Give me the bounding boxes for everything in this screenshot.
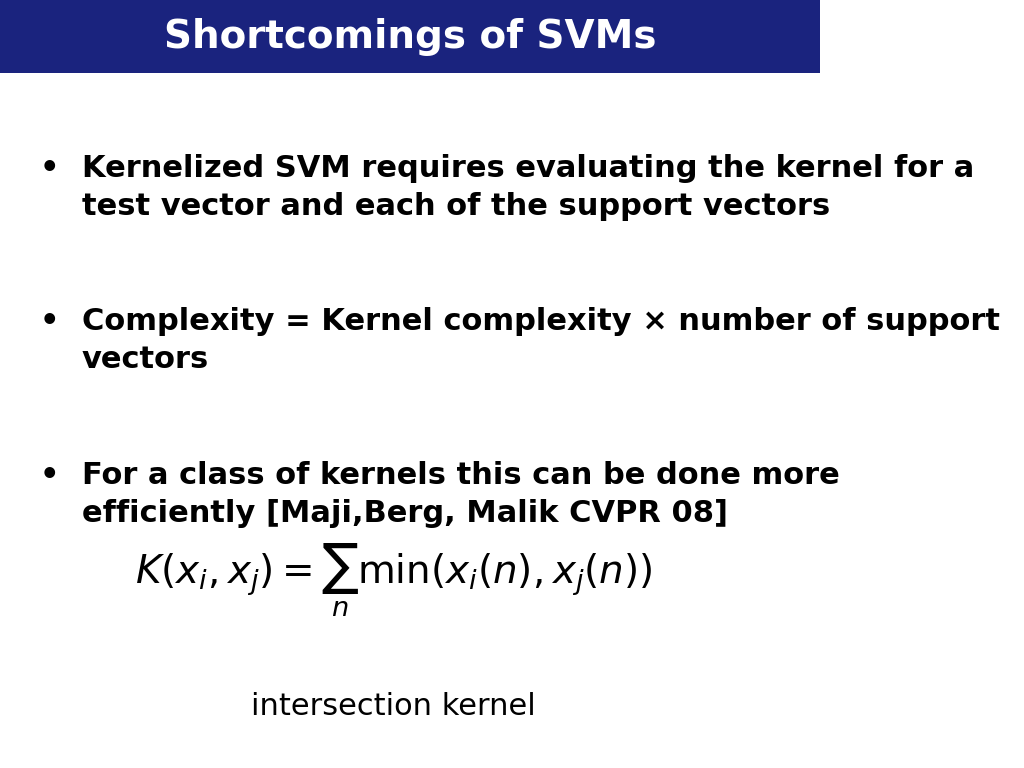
Text: •: •: [40, 461, 59, 490]
Text: For a class of kernels this can be done more
efficiently [Maji,Berg, Malik CVPR : For a class of kernels this can be done …: [82, 461, 840, 528]
Text: intersection kernel: intersection kernel: [251, 692, 537, 721]
FancyBboxPatch shape: [0, 0, 820, 73]
Text: Complexity = Kernel complexity × number of support
vectors: Complexity = Kernel complexity × number …: [82, 307, 1000, 375]
Text: •: •: [40, 154, 59, 183]
Text: Shortcomings of SVMs: Shortcomings of SVMs: [164, 18, 656, 56]
Text: $K(x_i, x_j) = \sum_n \mathrm{min}(x_i(n), x_j(n))$: $K(x_i, x_j) = \sum_n \mathrm{min}(x_i(n…: [135, 541, 652, 619]
Text: Kernelized SVM requires evaluating the kernel for a
test vector and each of the : Kernelized SVM requires evaluating the k…: [82, 154, 974, 221]
Text: •: •: [40, 307, 59, 336]
